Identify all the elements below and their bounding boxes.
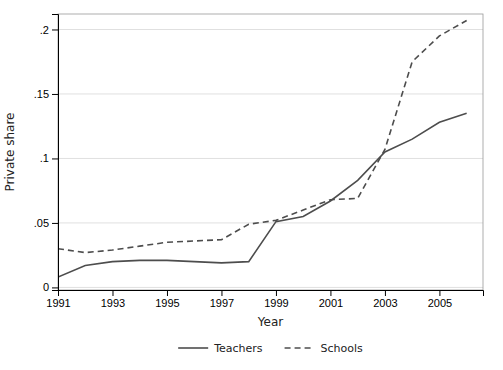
y-tick: .2: [40, 23, 58, 35]
legend-item: Schools: [285, 342, 364, 355]
grid-line: [58, 287, 483, 288]
legend-swatch: [285, 347, 315, 349]
y-axis-title: Private share: [3, 113, 17, 192]
y-tick-label: .15: [34, 88, 49, 100]
x-tick: 2001: [319, 290, 343, 309]
x-tick-label: 2003: [373, 297, 397, 309]
legend-label: Schools: [321, 342, 364, 355]
x-axis-title: Year: [257, 315, 283, 329]
plot: 1991 1993 1995 1997 1999 2001 2003 2005 0 .05 .1 .1…: [3, 14, 484, 329]
x-axis: 1991 1993 1995 1997 1999 2001 2003 2005: [46, 290, 483, 309]
y-axis-line: [52, 15, 59, 291]
grid-line: [58, 29, 483, 30]
y-tick: .15: [34, 88, 58, 100]
x-tick-label: 1993: [101, 297, 125, 309]
x-tick-mark: [439, 290, 440, 296]
x-tick: 1993: [101, 290, 125, 309]
y-axis: 0 .05 .1 .15 .2: [34, 15, 59, 294]
chart: 1991 1993 1995 1997 1999 2001 2003 2005 0 .05 .1 .1…: [0, 0, 503, 370]
x-tick-label: 1991: [46, 297, 70, 309]
y-tick: 0: [43, 281, 58, 293]
x-tick: 1999: [264, 290, 288, 309]
x-tick-mark: [385, 290, 386, 296]
legend-item: Teachers: [178, 342, 263, 355]
x-tick-label: 1999: [264, 297, 288, 309]
x-tick-mark: [221, 290, 222, 296]
lines: [58, 20, 467, 277]
x-tick-mark: [330, 290, 331, 296]
series-line: [58, 113, 467, 277]
x-tick: 2003: [373, 290, 397, 309]
x-tick-label: 2001: [319, 297, 343, 309]
y-tick-mark: [52, 223, 58, 224]
x-tick-mark: [276, 290, 277, 296]
grid-line: [58, 158, 483, 159]
y-tick-mark: [52, 29, 58, 30]
x-tick-mark: [112, 290, 113, 296]
legend-swatch: [178, 347, 208, 349]
y-tick-label: 0: [43, 281, 49, 293]
legend-label: Teachers: [213, 342, 263, 355]
y-tick-mark: [52, 158, 58, 159]
y-tick-label: .2: [40, 23, 49, 35]
plot-frame: [58, 14, 483, 290]
grid-line: [58, 222, 483, 223]
y-tick: .05: [34, 217, 58, 229]
x-tick: 2005: [428, 290, 452, 309]
y-tick: .1: [40, 152, 58, 164]
x-tick: 1991: [46, 290, 70, 309]
y-tick-mark: [52, 287, 58, 288]
x-tick-mark: [167, 290, 168, 296]
series-line: [58, 20, 467, 252]
y-tick-mark: [52, 94, 58, 95]
y-tick-label: .1: [40, 152, 49, 164]
x-tick-label: 2005: [428, 297, 452, 309]
x-axis-line: [59, 291, 484, 297]
x-tick-label: 1995: [155, 297, 179, 309]
grid-line: [58, 93, 483, 94]
x-tick: 1997: [210, 290, 234, 309]
legend: Teachers Schools: [178, 342, 363, 355]
x-tick-label: 1997: [210, 297, 234, 309]
y-tick-label: .05: [34, 217, 49, 229]
x-tick: 1995: [155, 290, 179, 309]
